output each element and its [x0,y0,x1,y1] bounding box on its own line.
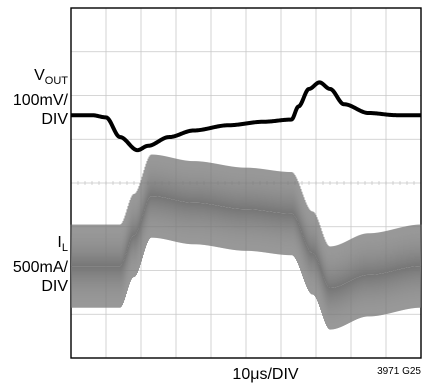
il-subscript: L [61,242,68,254]
trace-vout [69,80,423,153]
vout-scale-unit: DIV [41,111,68,128]
il-scale-unit: DIV [41,278,68,295]
vout-symbol: V [34,67,45,84]
trace-il [70,154,422,330]
x-axis-label: 10μs/DIV [232,366,299,383]
vout-subscript: OUT [44,75,68,87]
vout-scale: 100mV/ [12,92,68,109]
figure-code: 3971 G25 [377,366,421,377]
il-symbol: I [57,234,62,251]
plot-frame [70,7,422,359]
vout-label: VOUT 100mV/ DIV [13,66,68,129]
il-scale: 500mA/ [12,259,68,276]
il-label: IL 500mA/ DIV [13,233,68,296]
